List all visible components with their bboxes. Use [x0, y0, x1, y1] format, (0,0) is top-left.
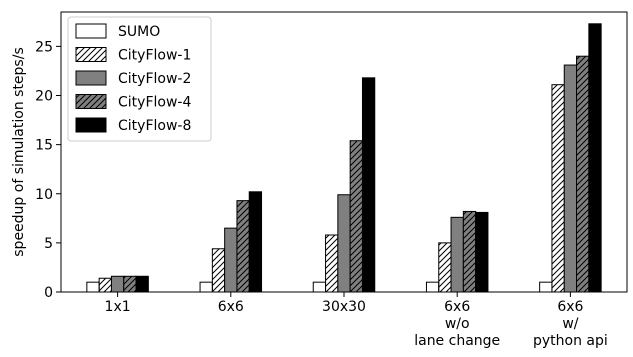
legend-swatch-cityflow-1 — [75, 47, 107, 62]
legend-swatch-cityflow-2 — [75, 70, 107, 86]
y-tick-label: 15 — [35, 138, 53, 154]
bar-sumo-2 — [312, 281, 327, 293]
legend-label-cityflow-4: CityFlow-4 — [118, 95, 191, 111]
x-tick-label: 6x6 — [218, 299, 244, 315]
legend-swatch-cityflow-8 — [75, 117, 107, 133]
y-tick-label: 0 — [44, 285, 53, 301]
bar-cityflow-1-1 — [211, 248, 226, 293]
legend-swatch-sumo — [75, 23, 107, 39]
legend-label-cityflow-1: CityFlow-1 — [118, 48, 191, 64]
bar-cityflow-1-4 — [551, 84, 565, 293]
bar-sumo-1 — [199, 281, 213, 293]
x-tick-label: w/o — [445, 316, 470, 332]
y-tick-label: 20 — [35, 89, 53, 105]
bar-cityflow-2-1 — [224, 227, 238, 293]
x-tick-label: 6x6 — [444, 299, 470, 315]
bar-cityflow-8-3 — [475, 211, 489, 293]
bar-cityflow-8-0 — [135, 275, 149, 293]
x-tick-label: lane change — [414, 333, 500, 349]
y-tick-label: 10 — [35, 187, 53, 203]
bar-cityflow-4-2 — [349, 140, 363, 293]
bar-cityflow-2-3 — [450, 216, 464, 293]
bar-cityflow-1-0 — [98, 277, 112, 293]
bar-cityflow-8-1 — [248, 191, 263, 293]
legend-swatch-cityflow-4 — [75, 94, 107, 109]
legend-label-cityflow-2: CityFlow-2 — [118, 71, 191, 87]
bar-sumo-0 — [86, 281, 100, 293]
bar-cityflow-4-4 — [576, 55, 590, 293]
bar-sumo-4 — [539, 281, 553, 293]
bar-cityflow-2-2 — [337, 194, 351, 293]
bar-cityflow-8-4 — [588, 23, 602, 293]
bar-cityflow-8-2 — [361, 77, 376, 293]
y-axis-label: speedup of simulation steps/s — [11, 47, 27, 256]
y-tick-label: 25 — [35, 39, 53, 55]
bar-sumo-3 — [425, 281, 440, 293]
x-tick-label: 30x30 — [322, 299, 366, 315]
legend-label-cityflow-8: CityFlow-8 — [118, 118, 191, 134]
y-tick-label: 5 — [44, 236, 53, 252]
bar-cityflow-2-0 — [110, 275, 125, 293]
x-tick-label: 6x6 — [557, 299, 583, 315]
bar-cityflow-1-2 — [325, 234, 339, 293]
bar-cityflow-4-0 — [123, 275, 137, 293]
x-tick-label: 1x1 — [105, 299, 131, 315]
x-tick-label: python api — [533, 333, 608, 349]
bar-cityflow-1-3 — [438, 242, 452, 293]
bar-cityflow-4-3 — [462, 210, 477, 293]
legend-label-sumo: SUMO — [118, 24, 160, 40]
x-tick-label: w/ — [562, 316, 578, 332]
bar-cityflow-2-4 — [563, 64, 578, 293]
bar-cityflow-4-1 — [236, 200, 250, 293]
